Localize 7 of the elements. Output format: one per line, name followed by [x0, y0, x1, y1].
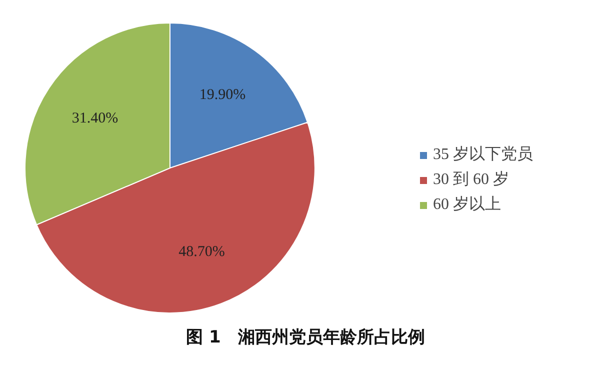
legend-label: 30 到 60 岁: [433, 170, 509, 190]
legend-label: 35 岁以下党员: [433, 144, 533, 165]
text: 图 1 湘西州党员年龄所占比例: [186, 328, 425, 348]
data-label: 31.40%: [72, 110, 118, 126]
data-label: 48.70%: [178, 244, 225, 260]
data-label: 19.90%: [199, 86, 246, 103]
legend-label: 60 岁以上: [433, 194, 501, 215]
